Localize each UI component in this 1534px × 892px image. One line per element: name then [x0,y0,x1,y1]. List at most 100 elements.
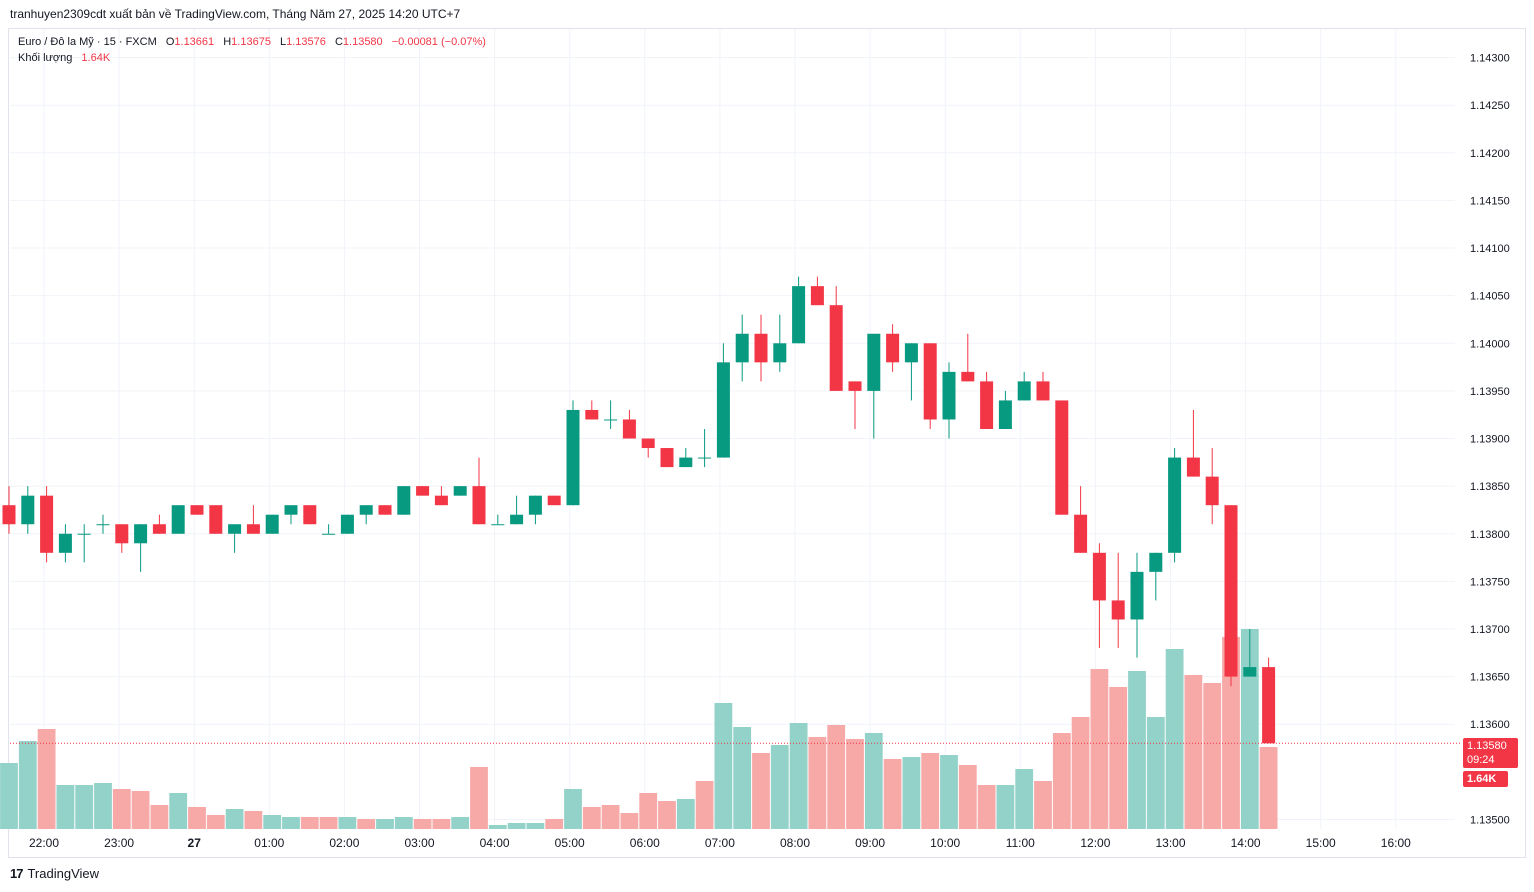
candle-body [21,495,35,525]
time-tick-label: 14:00 [1231,836,1261,850]
volume-bar [1222,637,1240,829]
volume-bar [451,817,470,829]
volume-bar [639,793,658,829]
volume-bar [940,755,958,829]
candle-body [96,524,110,526]
candles [2,276,1276,744]
price-tick-label: 1.14100 [1470,243,1510,255]
publish-info: tranhuyen2309cdt xuất bản về TradingView… [10,7,461,21]
price-tick-label: 1.14200 [1470,148,1510,160]
time-tick-label: 02:00 [329,836,359,850]
time-tick-label: 04:00 [480,836,510,850]
price-tick-label: 1.13500 [1470,814,1510,826]
time-tick-label: 27 [188,836,202,850]
volume-bar [827,725,846,829]
symbol-name[interactable]: Euro / Đô la Mỹ · 15 · FXCM [18,36,157,48]
volume-bar [1146,717,1165,829]
volume-bar [752,753,770,829]
last-price-value: 1.13580 [1467,740,1507,752]
volume-bar [564,789,582,829]
candle-body [942,371,956,420]
time-tick-label: 16:00 [1381,836,1411,850]
volume-bar [1015,769,1034,829]
volume-bar [0,763,18,829]
tradingview-logo-icon: 17 [10,866,24,881]
high-value: 1.13675 [231,36,271,48]
time-tick-label: 12:00 [1080,836,1110,850]
volume-bar [902,757,921,829]
open-value: 1.13661 [174,36,215,48]
candle-body [1074,514,1088,553]
volume-bar [733,727,752,829]
candle-body [322,533,336,535]
candle-body [585,409,599,420]
candle-body [660,448,674,468]
candle-body [303,505,317,525]
volume-bar [432,819,451,829]
tradingview-logo[interactable]: 17 TradingView [10,866,99,881]
time-tick-label: 06:00 [630,836,660,850]
price-tick-label: 1.14050 [1470,291,1510,303]
volume-bar [225,809,244,829]
volume-bar [1240,629,1259,829]
volume-bar [112,789,131,829]
time-tick-label: 05:00 [555,836,585,850]
candle-body [453,486,467,496]
close-label: C [334,36,343,48]
volume-label[interactable]: Khối lượng [18,52,73,64]
candle-body [434,495,448,506]
price-tick-label: 1.14150 [1470,195,1510,207]
candle-body [604,419,618,421]
volume-bar [94,783,112,829]
volume-bars [0,629,1278,829]
low-label: L [280,36,287,48]
candle-body [1036,381,1050,401]
time-tick-label: 11:00 [1006,836,1035,850]
volume-bar [413,819,432,829]
candle-body [622,419,636,439]
time-tick-label: 08:00 [780,836,810,850]
candle-body [1168,457,1182,553]
volume-bar [977,785,996,829]
price-tick-label: 1.14300 [1470,53,1510,65]
volume-bar [1052,733,1071,829]
volume-bar [714,703,733,829]
candle-body [77,533,91,535]
low-value: 1.13576 [286,36,326,48]
volume-bar [996,785,1015,829]
candle-body [810,286,824,306]
volume-bar [1128,671,1146,829]
candle-body [228,524,242,534]
volume-bar [338,817,357,829]
volume-bar [37,729,56,829]
volume-bar [263,815,282,829]
time-tick-label: 07:00 [705,836,735,850]
candle-body [1224,505,1238,677]
volume-bar [1203,683,1222,829]
candle-body [754,333,768,363]
volume-bar [300,817,319,829]
candle-body [246,524,260,534]
candle-body [190,505,204,515]
candle-body [284,505,298,515]
candle-body [904,343,918,363]
candle-body [867,333,881,391]
volume-bar [244,811,263,829]
time-tick-label: 13:00 [1155,836,1185,850]
candle-body [829,305,843,391]
volume-bar [282,817,300,829]
volume-bar [150,805,169,829]
time-tick-label: 09:00 [855,836,885,850]
volume-bar [376,819,394,829]
volume-bar [1071,717,1090,829]
volume-bar [488,825,507,829]
volume-bar [658,801,676,829]
candle-body [359,505,373,515]
candle-body [40,495,54,553]
volume-bar [545,819,564,829]
price-axis: 1.14300 1.14250 1.14200 1.14150 1.14100 1.140… [1470,53,1510,827]
volume-bar [582,807,601,829]
candle-body [134,524,148,544]
volume-bar [883,759,902,829]
